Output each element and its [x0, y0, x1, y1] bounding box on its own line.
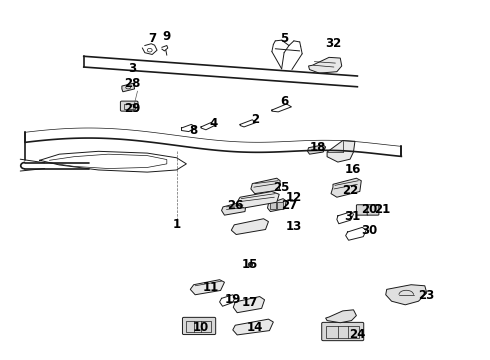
Polygon shape: [308, 145, 326, 154]
Text: 27: 27: [281, 199, 297, 212]
Polygon shape: [268, 199, 286, 212]
Polygon shape: [326, 310, 356, 323]
Text: 22: 22: [342, 184, 358, 197]
Text: 4: 4: [209, 117, 218, 130]
Text: 24: 24: [349, 328, 366, 341]
Bar: [270, 202, 276, 209]
Text: 15: 15: [242, 258, 258, 271]
Text: 13: 13: [286, 220, 302, 233]
FancyBboxPatch shape: [182, 318, 216, 334]
Polygon shape: [233, 319, 273, 335]
Polygon shape: [309, 57, 342, 73]
FancyBboxPatch shape: [367, 205, 379, 215]
Text: 9: 9: [163, 30, 171, 43]
Polygon shape: [331, 178, 361, 197]
Polygon shape: [386, 285, 427, 305]
Text: 10: 10: [193, 320, 209, 333]
Text: 8: 8: [190, 124, 198, 137]
Text: 18: 18: [310, 141, 326, 154]
Text: 6: 6: [280, 95, 288, 108]
Text: 23: 23: [417, 289, 434, 302]
Text: 5: 5: [280, 32, 288, 45]
Polygon shape: [231, 219, 269, 234]
Polygon shape: [122, 83, 135, 92]
Text: 28: 28: [124, 77, 141, 90]
Polygon shape: [221, 202, 246, 215]
Text: 16: 16: [344, 163, 361, 176]
Text: 7: 7: [148, 32, 156, 45]
Polygon shape: [233, 297, 265, 313]
Text: 26: 26: [227, 199, 244, 212]
Bar: [124, 104, 135, 109]
Text: 30: 30: [362, 224, 378, 238]
Text: 20: 20: [362, 203, 378, 216]
Text: 12: 12: [286, 192, 302, 204]
FancyBboxPatch shape: [356, 205, 368, 215]
Text: 21: 21: [374, 203, 390, 216]
Text: 25: 25: [273, 181, 290, 194]
FancyBboxPatch shape: [121, 101, 138, 111]
Text: 17: 17: [242, 296, 258, 309]
Polygon shape: [236, 192, 279, 208]
Text: 2: 2: [251, 113, 259, 126]
Bar: [277, 202, 283, 209]
Text: 19: 19: [224, 293, 241, 306]
Bar: [186, 321, 211, 332]
Bar: [326, 326, 359, 338]
Polygon shape: [190, 280, 224, 295]
Text: 31: 31: [344, 210, 361, 223]
FancyBboxPatch shape: [322, 322, 364, 341]
Polygon shape: [327, 140, 355, 162]
Text: 11: 11: [203, 281, 219, 294]
Polygon shape: [251, 178, 280, 194]
Text: 1: 1: [172, 218, 181, 231]
Text: 3: 3: [128, 62, 137, 75]
Text: 32: 32: [325, 37, 341, 50]
Text: 14: 14: [246, 320, 263, 333]
Text: 29: 29: [124, 102, 141, 115]
